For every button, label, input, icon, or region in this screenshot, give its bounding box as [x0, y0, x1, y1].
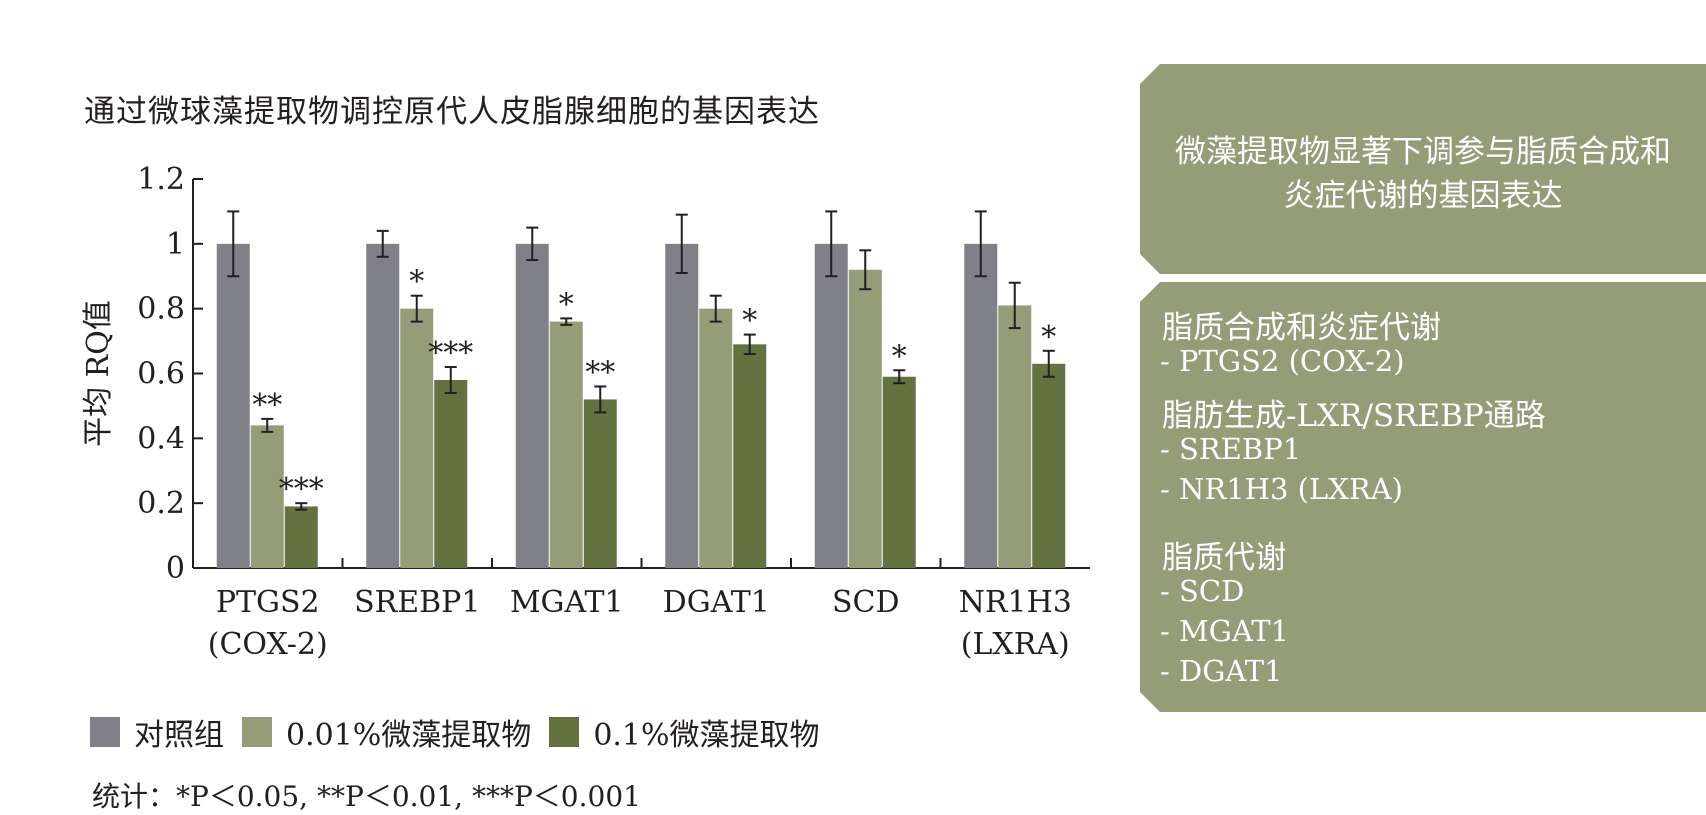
y-tick-label: 0.8: [137, 292, 185, 327]
pathway-gene-item: - NR1H3 (LXRA): [1160, 472, 1403, 506]
y-tick-label: 0.4: [137, 421, 185, 456]
bar: [434, 379, 468, 568]
y-tick-label: 1.2: [137, 162, 185, 197]
y-axis-label: 平均 RQ值: [81, 300, 116, 447]
x-tick-label: MGAT1: [510, 585, 624, 620]
bar: [216, 243, 250, 569]
chart-title: 通过微球藻提取物调控原代人皮脂腺细胞的基因表达: [84, 94, 820, 130]
pathway-gene-item: - PTGS2 (COX-2): [1160, 344, 1405, 378]
y-tick-label: 0.6: [137, 357, 185, 392]
y-tick-label: 0: [166, 551, 185, 586]
significance-label: ***: [279, 472, 324, 507]
pathway-gene-item: - DGAT1: [1160, 654, 1283, 688]
significance-label: **: [252, 388, 282, 423]
bar: [549, 321, 583, 568]
legend-item-control: 对照组: [90, 710, 224, 754]
pathway-gene-item: - SREBP1: [1160, 432, 1302, 466]
legend-label-high-dose: 0.1%微藻提取物: [593, 718, 820, 753]
significance-label: *: [559, 287, 574, 322]
legend-label-low-dose: 0.01%微藻提取物: [286, 718, 532, 753]
pathway-group-title: 脂质代谢: [1162, 540, 1286, 576]
significance-label: **: [585, 355, 615, 390]
summary-panel: 微藻提取物显著下调参与脂质合成和炎症代谢的基因表达: [1140, 64, 1706, 274]
legend-item-low-dose: 0.01%微藻提取物: [242, 710, 531, 754]
pathway-group-title: 脂肪生成-LXR/SREBP通路: [1162, 398, 1546, 434]
y-tick-label: 0.2: [137, 486, 185, 521]
bar: [848, 269, 882, 568]
bar: [583, 399, 617, 568]
significance-label: *: [742, 304, 757, 339]
bar: [998, 305, 1032, 568]
significance-label: *: [1041, 320, 1056, 355]
bar: [665, 243, 699, 569]
statistics-note: 统计：*P＜0.05, **P＜0.01, ***P＜0.001: [92, 780, 641, 813]
bar: [284, 506, 318, 568]
significance-label: *: [892, 339, 907, 374]
pathway-gene-item: - MGAT1: [1160, 614, 1290, 648]
x-tick-label: (LXRA): [961, 627, 1070, 662]
bar: [1032, 363, 1066, 568]
x-tick-label: SCD: [832, 585, 900, 620]
bar: [250, 425, 284, 568]
y-tick-label: 1: [166, 227, 185, 262]
bar: [699, 308, 733, 568]
bar: [515, 243, 549, 569]
legend-swatch-high-dose: [549, 717, 580, 747]
summary-text: 微藻提取物显著下调参与脂质合成和炎症代谢的基因表达: [1175, 134, 1671, 214]
x-tick-label: DGAT1: [663, 585, 770, 620]
legend-label-control: 对照组: [134, 718, 224, 753]
bar: [400, 308, 434, 568]
pathway-group-title: 脂质合成和炎症代谢: [1162, 310, 1441, 346]
pathway-panel: 脂质合成和炎症代谢 - PTGS2 (COX-2) 脂肪生成-LXR/SREBP…: [1140, 282, 1706, 712]
x-tick-label: NR1H3: [959, 585, 1072, 620]
bar: [733, 344, 767, 568]
bar: [814, 243, 848, 569]
legend-swatch-low-dose: [242, 717, 272, 747]
x-tick-label: (COX-2): [208, 627, 328, 662]
legend-item-high-dose: 0.1%微藻提取物: [549, 710, 820, 754]
x-tick-label: PTGS2: [216, 585, 320, 620]
bar: [964, 243, 998, 569]
legend-swatch-control: [90, 717, 120, 747]
x-tick-label: SREBP1: [354, 585, 480, 620]
bar: [882, 376, 916, 568]
pathway-gene-item: - SCD: [1160, 574, 1245, 608]
bar: [366, 243, 400, 569]
bar-chart: 00.20.40.60.811.2平均 RQ值 *****PTGS2(COX-2)…: [81, 162, 1090, 662]
significance-label: *: [409, 265, 424, 300]
significance-label: ***: [428, 336, 473, 371]
legend: 对照组 0.01%微藻提取物 0.1%微藻提取物: [90, 710, 838, 754]
